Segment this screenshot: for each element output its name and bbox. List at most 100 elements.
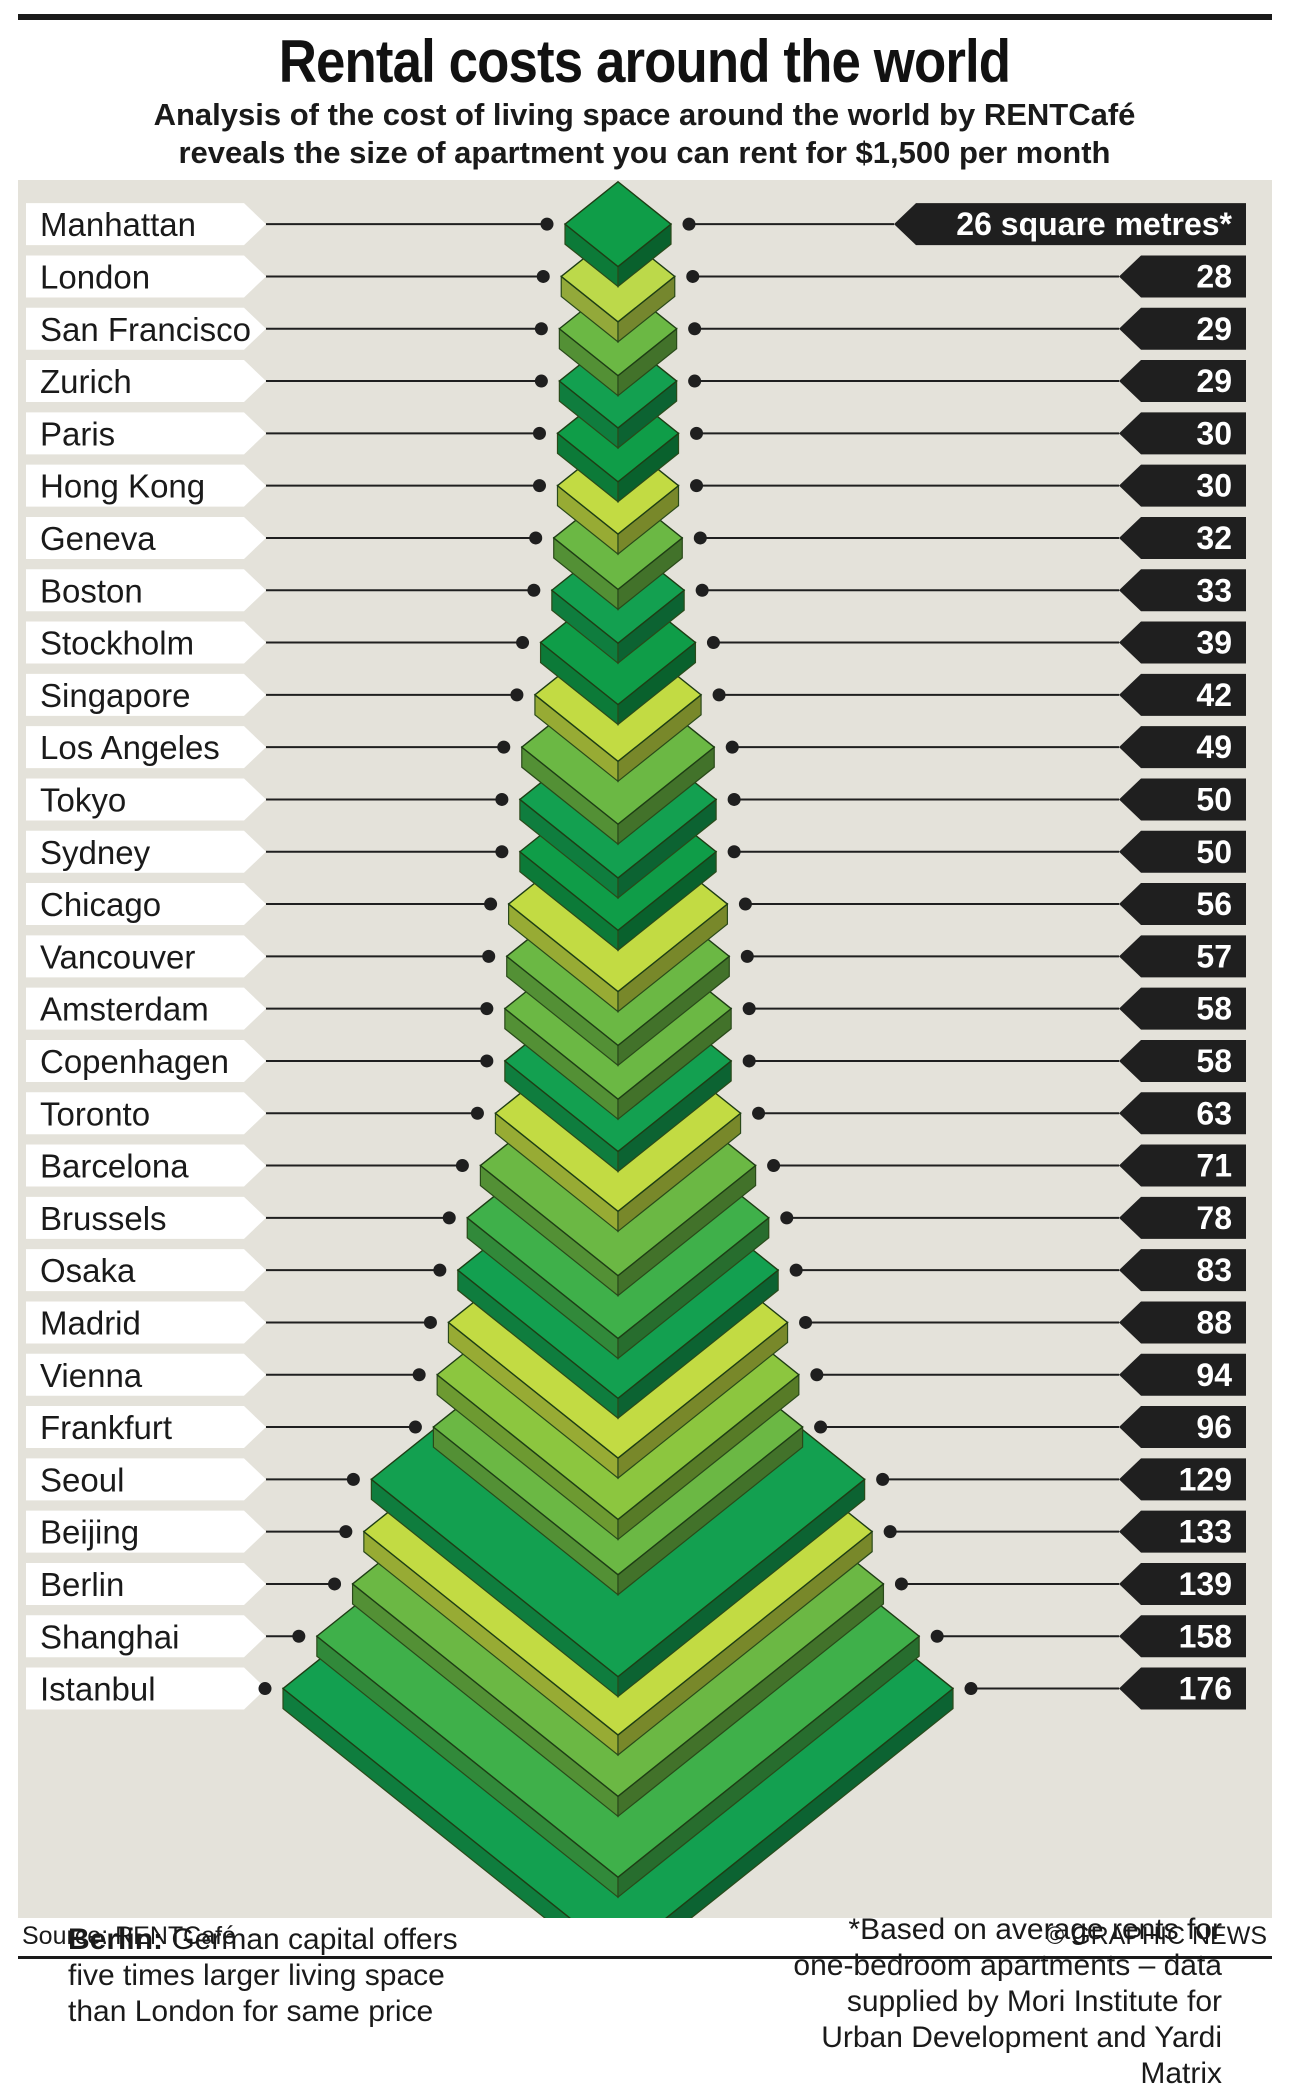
leader-dot-left-london — [536, 269, 550, 283]
leader-dot-left-seoul — [346, 1472, 360, 1486]
label-berlin: Berlin — [40, 1566, 124, 1603]
leader-dot-left-toronto — [470, 1106, 484, 1120]
chart-subtitle-line-2: reveals the size of apartment you can re… — [178, 135, 1111, 170]
value-london: 28 — [1196, 258, 1232, 294]
value-istanbul: 176 — [1179, 1671, 1232, 1707]
leader-dot-left-brussels — [442, 1211, 456, 1225]
leader-dot-left-boston — [527, 583, 541, 597]
label-tab-vancouver — [26, 935, 266, 978]
leader-dot-left-sydney — [495, 845, 509, 859]
chart-panel: Manhattan 26 square metres* London 28 San Fr… — [18, 180, 1272, 2090]
label-tab-paris — [26, 412, 266, 455]
value-vienna: 94 — [1196, 1357, 1232, 1393]
leader-dot-left-san-francisco — [534, 322, 548, 336]
leader-dot-right-brussels — [780, 1211, 794, 1225]
leader-dot-right-amsterdam — [742, 1002, 756, 1016]
pyramid-layers — [281, 180, 955, 1918]
leader-dot-left-stockholm — [516, 636, 530, 650]
label-tab-san-francisco — [26, 307, 266, 350]
row-labels: Manhattan 26 square metres* London 28 San Fr… — [26, 203, 1246, 1710]
value-madrid: 88 — [1196, 1304, 1232, 1340]
leader-dot-left-los-angeles — [497, 740, 511, 754]
label-tab-singapore — [26, 673, 266, 716]
label-tab-vienna — [26, 1353, 266, 1396]
label-istanbul: Istanbul — [40, 1671, 156, 1708]
label-tab-toronto — [26, 1092, 266, 1135]
value-tab-istanbul — [1119, 1667, 1246, 1710]
leader-dot-right-vienna — [810, 1368, 824, 1382]
value-copenhagen: 58 — [1196, 1043, 1232, 1079]
leader-dot-left-berlin — [328, 1577, 342, 1591]
leader-dot-left-chicago — [484, 897, 498, 911]
label-frankfurt: Frankfurt — [40, 1409, 172, 1446]
value-tab-san-francisco — [1119, 307, 1246, 350]
value-tab-seoul — [1119, 1458, 1246, 1501]
value-boston: 33 — [1196, 572, 1232, 608]
value-tab-beijing — [1119, 1510, 1246, 1553]
label-zurich: Zurich — [40, 363, 132, 400]
value-tab-madrid — [1119, 1301, 1246, 1344]
value-los-angeles: 49 — [1196, 729, 1232, 765]
label-tab-chicago — [26, 883, 266, 926]
value-tab-singapore — [1119, 673, 1246, 716]
leader-dot-right-seoul — [876, 1472, 890, 1486]
leader-dot-left-singapore — [510, 688, 524, 702]
value-beijing: 133 — [1179, 1514, 1232, 1550]
leader-dot-left-vienna — [412, 1368, 426, 1382]
value-tab-zurich — [1119, 360, 1246, 403]
leader-dot-right-berlin — [894, 1577, 908, 1591]
label-geneva: Geneva — [40, 520, 156, 557]
leader-dot-right-madrid — [799, 1315, 813, 1329]
leader-dot-right-london — [686, 269, 700, 283]
label-tab-stockholm — [26, 621, 266, 664]
value-tab-boston — [1119, 569, 1246, 612]
label-tab-copenhagen — [26, 1039, 266, 1082]
label-tab-frankfurt — [26, 1406, 266, 1449]
value-osaka: 83 — [1196, 1252, 1232, 1288]
label-tab-boston — [26, 569, 266, 612]
value-tokyo: 50 — [1196, 781, 1232, 817]
value-san-francisco: 29 — [1196, 311, 1232, 347]
value-tab-toronto — [1119, 1092, 1246, 1135]
label-barcelona: Barcelona — [40, 1148, 189, 1185]
value-tab-copenhagen — [1119, 1039, 1246, 1082]
label-paris: Paris — [40, 415, 115, 452]
label-copenhagen: Copenhagen — [40, 1043, 229, 1080]
value-frankfurt: 96 — [1196, 1409, 1232, 1445]
leader-dot-right-sydney — [727, 845, 741, 859]
leader-dot-right-tokyo — [727, 792, 741, 806]
value-vancouver: 57 — [1196, 938, 1232, 974]
label-tab-manhattan — [26, 203, 266, 246]
leader-dot-left-zurich — [534, 374, 548, 388]
value-stockholm: 39 — [1196, 625, 1232, 661]
leader-dot-right-copenhagen — [742, 1054, 756, 1068]
value-sydney: 50 — [1196, 834, 1232, 870]
value-hong-kong: 30 — [1196, 468, 1232, 504]
leader-dot-left-amsterdam — [480, 1002, 494, 1016]
leader-dot-right-los-angeles — [725, 740, 739, 754]
label-chicago: Chicago — [40, 886, 161, 923]
value-tab-manhattan — [894, 203, 1246, 246]
value-seoul: 129 — [1179, 1461, 1232, 1497]
value-tab-los-angeles — [1119, 726, 1246, 769]
label-tab-los-angeles — [26, 726, 266, 769]
leader-dot-right-boston — [695, 583, 709, 597]
leader-dot-right-manhattan — [682, 217, 696, 231]
label-tab-seoul — [26, 1458, 266, 1501]
leader-dot-right-zurich — [688, 374, 702, 388]
leader-dot-left-manhattan — [540, 217, 554, 231]
label-hong-kong: Hong Kong — [40, 468, 205, 505]
label-vancouver: Vancouver — [40, 938, 195, 975]
label-stockholm: Stockholm — [40, 625, 194, 662]
label-tab-geneva — [26, 516, 266, 559]
label-tab-berlin — [26, 1562, 266, 1605]
leader-dot-right-stockholm — [706, 636, 720, 650]
label-amsterdam: Amsterdam — [40, 991, 209, 1028]
label-manhattan: Manhattan — [40, 206, 196, 243]
leader-dot-right-geneva — [693, 531, 707, 545]
leader-dot-right-paris — [690, 426, 704, 440]
label-tokyo: Tokyo — [40, 781, 126, 818]
label-boston: Boston — [40, 572, 143, 609]
value-tab-vienna — [1119, 1353, 1246, 1396]
label-seoul: Seoul — [40, 1461, 124, 1498]
